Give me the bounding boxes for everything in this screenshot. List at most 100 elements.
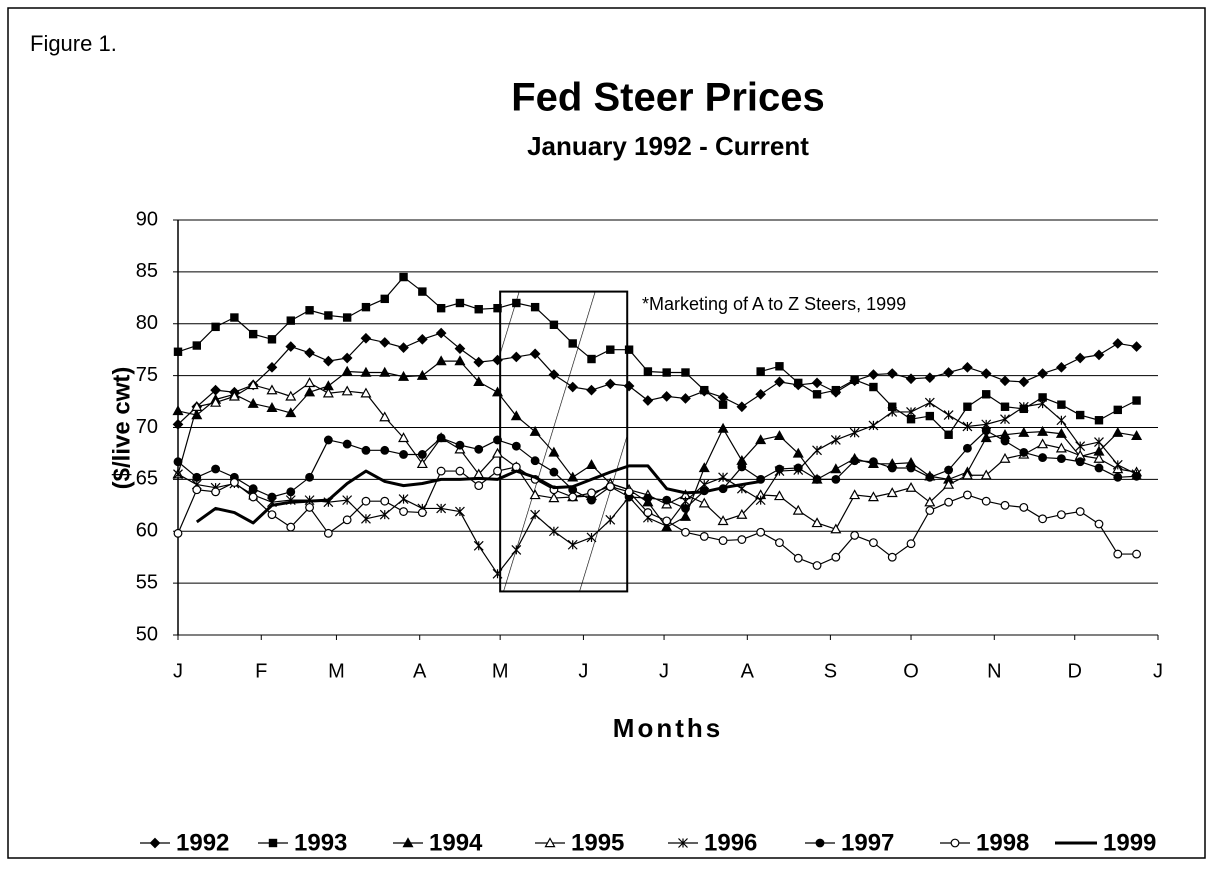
series-line <box>177 402 1137 575</box>
marker <box>1019 502 1029 512</box>
marker <box>850 530 860 540</box>
marker <box>323 355 334 367</box>
marker <box>1131 341 1142 352</box>
marker <box>980 432 992 443</box>
marker <box>699 532 709 541</box>
marker <box>473 540 484 551</box>
x-tick-label: J <box>578 660 588 682</box>
marker <box>961 469 973 480</box>
marker <box>924 496 936 507</box>
marker <box>1112 426 1124 437</box>
series-line <box>177 466 1137 567</box>
marker <box>398 370 410 381</box>
marker <box>192 341 201 350</box>
marker <box>360 387 372 398</box>
marker <box>1094 519 1104 529</box>
x-tick-label: M <box>328 660 345 682</box>
marker <box>248 492 258 502</box>
marker <box>416 369 428 380</box>
marker <box>248 329 258 339</box>
marker <box>850 456 860 466</box>
marker <box>1000 500 1010 510</box>
marker <box>812 445 822 456</box>
marker <box>849 427 860 438</box>
marker <box>399 272 408 282</box>
marker <box>454 355 466 366</box>
marker <box>643 493 653 503</box>
marker <box>544 837 556 848</box>
marker <box>698 497 710 508</box>
marker <box>567 381 579 393</box>
marker <box>1038 514 1048 524</box>
marker <box>906 407 916 417</box>
marker <box>417 508 427 517</box>
marker <box>380 294 389 304</box>
marker <box>1037 425 1049 436</box>
marker <box>980 368 992 379</box>
marker <box>815 838 825 848</box>
marker <box>868 420 879 431</box>
marker <box>473 376 485 387</box>
marker <box>811 377 823 389</box>
marker <box>399 450 408 459</box>
marker <box>775 362 784 371</box>
marker <box>305 472 314 482</box>
series-line <box>177 360 1137 528</box>
marker <box>681 368 690 377</box>
marker <box>247 397 259 408</box>
marker <box>492 447 504 458</box>
marker <box>418 287 427 296</box>
marker <box>1074 352 1086 364</box>
marker <box>999 375 1011 387</box>
marker <box>924 372 936 384</box>
marker <box>906 415 916 424</box>
x-tick-label: J <box>659 660 669 682</box>
marker <box>1075 457 1085 467</box>
marker <box>436 503 447 514</box>
marker <box>606 345 615 354</box>
marker <box>700 385 709 395</box>
marker <box>662 516 672 526</box>
x-tick-label: D <box>1068 660 1082 682</box>
x-tick-label: A <box>741 660 755 682</box>
marker <box>323 435 333 445</box>
marker <box>380 496 390 506</box>
marker <box>737 462 747 472</box>
marker <box>887 552 897 562</box>
marker <box>324 311 333 320</box>
marker <box>379 337 391 348</box>
marker <box>1000 414 1010 425</box>
marker <box>247 379 259 390</box>
marker <box>322 387 334 398</box>
x-tick-label: M <box>492 660 509 682</box>
marker <box>510 410 522 421</box>
marker <box>1018 426 1030 437</box>
marker <box>944 430 953 439</box>
marker <box>943 410 954 420</box>
marker <box>1075 507 1085 516</box>
marker <box>1094 463 1104 473</box>
marker <box>402 837 414 848</box>
marker <box>304 347 315 359</box>
marker <box>586 532 597 543</box>
marker <box>812 561 822 570</box>
marker <box>436 303 446 313</box>
marker <box>529 489 541 500</box>
marker <box>530 456 540 466</box>
marker <box>267 510 277 520</box>
marker <box>718 400 728 409</box>
marker <box>1038 453 1048 463</box>
legend-label: 1999 <box>1103 829 1156 856</box>
marker <box>474 305 483 314</box>
marker <box>548 492 560 503</box>
legend-label: 1998 <box>976 829 1029 856</box>
marker <box>530 509 541 520</box>
marker <box>1113 405 1122 415</box>
marker <box>493 435 502 445</box>
marker <box>492 386 504 397</box>
legend-label: 1993 <box>294 829 347 856</box>
x-tick-label: J <box>173 660 183 682</box>
frame <box>7 7 1206 859</box>
marker <box>1113 549 1123 559</box>
marker <box>511 545 522 555</box>
